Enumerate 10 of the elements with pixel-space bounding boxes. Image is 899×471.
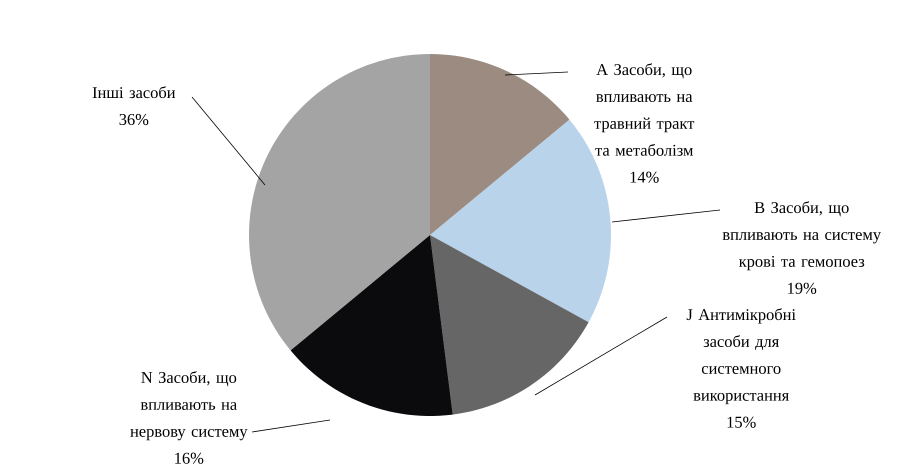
data-label: 15% xyxy=(728,416,756,428)
slice-label: N Засоби, що впливають на нервову систему xyxy=(130,371,248,440)
data-label: 19% xyxy=(788,282,816,294)
data-label: 36% xyxy=(120,114,148,126)
slice-label: J Антимікробні засоби для системного використання xyxy=(686,308,796,404)
data-label: 14% xyxy=(630,172,659,183)
slice-label: Інші засоби xyxy=(92,86,176,98)
data-label: 16% xyxy=(175,452,204,464)
slice-label: A Засоби, що впливають на травний тракт та метаболізм xyxy=(594,63,694,156)
slice-label: B Засоби, що впливають на систему крові та гемопоез xyxy=(722,201,881,270)
